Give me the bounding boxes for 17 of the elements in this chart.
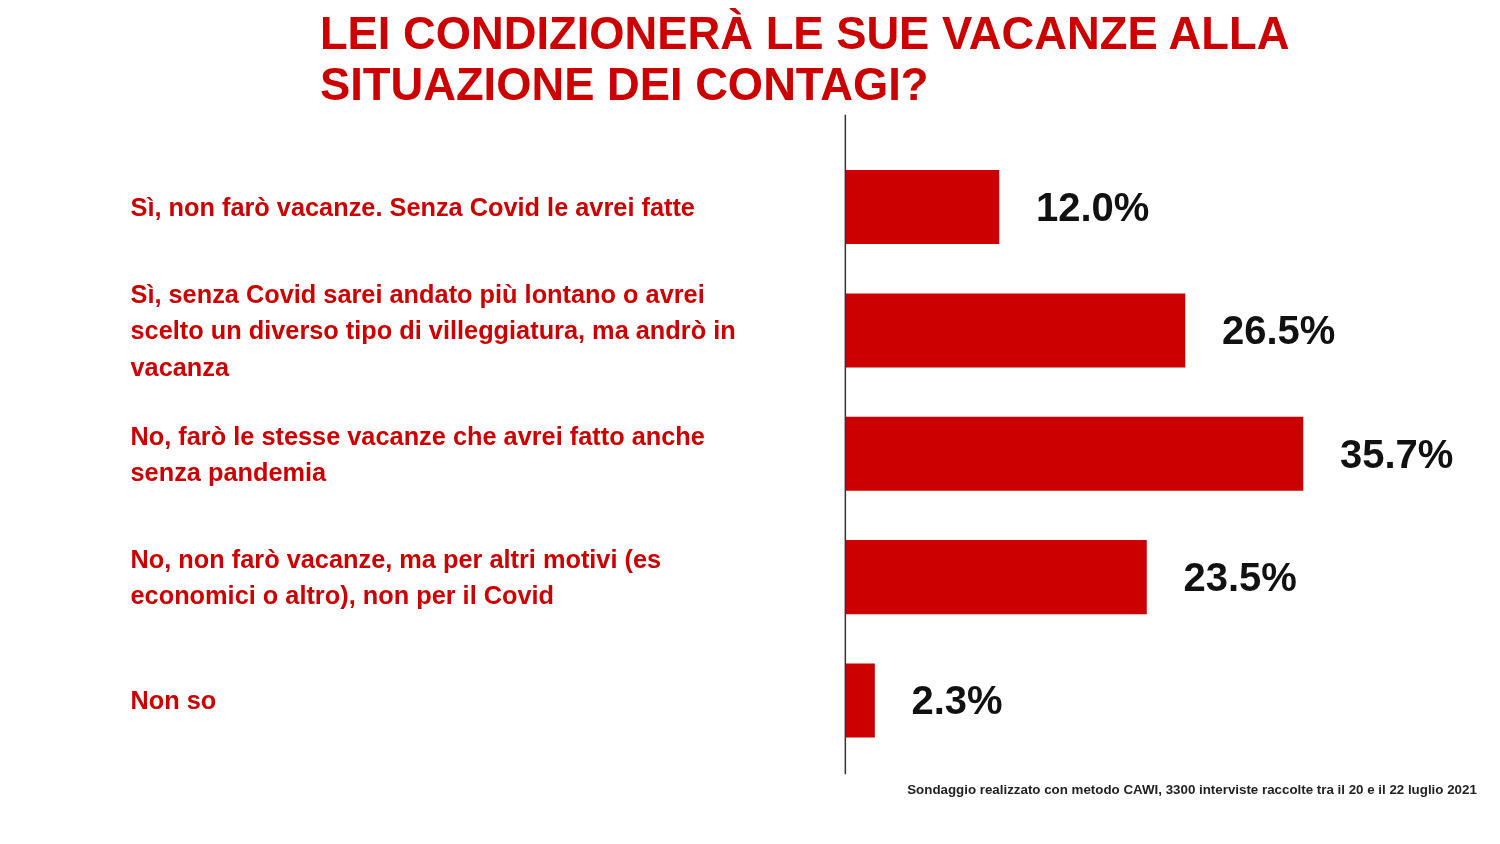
bar <box>845 416 1304 491</box>
y-tick-label: No, farò le stesse vacanze che avrei fatto anche senza pandemia <box>130 421 705 486</box>
bar <box>845 293 1186 368</box>
y-tick-label: No, non farò vacanze, ma per altri motivi (es economici o altro), non per il Covid <box>130 544 662 610</box>
y-tick-label: Non so <box>130 686 217 715</box>
data-label: 26.5% <box>1221 308 1336 353</box>
data-label: 23.5% <box>1183 555 1297 600</box>
y-tick-label: Sì, non farò vacanze. Senza Covid le avrei fatte <box>130 193 695 222</box>
data-label: 12.0% <box>1035 185 1150 230</box>
bar <box>845 540 1147 615</box>
y-tick-label: Sì, senza Covid sarei andato più lontano o avrei scelto un diverso tipo di villeggiatura, ma andrò in vacanza <box>130 279 736 381</box>
chart-title: LEI CONDIZIONERÀ LE SUE VACANZE ALLA SITUAZIONE DEI CONTAGI? <box>319 7 1290 110</box>
bar <box>845 663 875 738</box>
text: Sondaggio realizzato con metodo CAWI, 3300 interviste raccolte tra il 20 e il 22 luglio 2021 <box>907 781 1478 797</box>
data-label: 35.7% <box>1339 431 1454 476</box>
data-label: 2.3% <box>911 678 1003 723</box>
bar <box>845 170 1000 245</box>
